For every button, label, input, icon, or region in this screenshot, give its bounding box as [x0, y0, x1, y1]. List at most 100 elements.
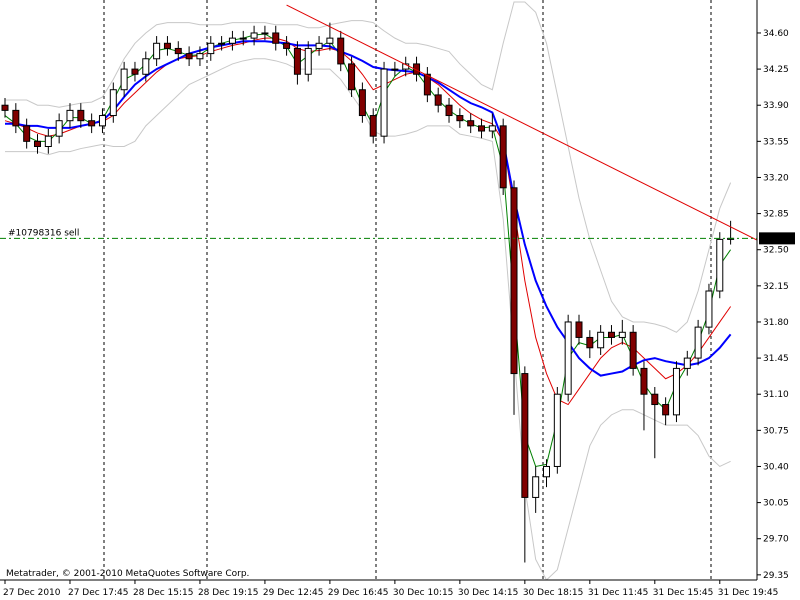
candle-body: [672, 367, 680, 416]
order-label: #10798316 sell: [8, 228, 79, 238]
x-tick-label: 28 Dec 19:15: [198, 588, 259, 598]
x-tick-label: 29 Dec 16:45: [328, 588, 389, 598]
candle-body: [23, 125, 31, 142]
candle-body: [694, 326, 702, 359]
y-tick-label: 33.90: [763, 101, 789, 111]
candle-body: [44, 135, 52, 148]
candle-body: [131, 68, 139, 75]
y-tick-label: 32.50: [763, 246, 789, 256]
candle-body: [142, 58, 150, 75]
candle-body: [445, 104, 453, 117]
x-tick-label: 30 Dec 14:15: [458, 588, 519, 598]
candle-body: [272, 32, 280, 44]
x-tick-label: 31 Dec 15:45: [653, 588, 714, 598]
footer: Metatrader, © 2001-2010 MetaQuotes Softw…: [6, 569, 249, 579]
candle-body: [391, 68, 399, 71]
candle-body: [423, 73, 431, 96]
x-tick-label: 30 Dec 18:15: [523, 588, 584, 598]
candle-body: [120, 68, 128, 91]
y-tick-label: 29.35: [763, 571, 789, 581]
y-tick-label: 30.40: [763, 462, 789, 472]
candle-body: [153, 42, 161, 60]
candle-body: [185, 53, 193, 60]
candle-body: [33, 140, 41, 147]
y-tick-label: 34.60: [763, 29, 789, 39]
candle-body: [228, 37, 236, 44]
indicator-line: [5, 1, 732, 333]
candle-body: [12, 109, 20, 127]
candle-body: [488, 125, 496, 132]
candle-body: [413, 63, 421, 75]
y-tick-label: 32.85: [763, 210, 789, 220]
candle-body: [575, 321, 583, 338]
candle-body: [434, 94, 442, 106]
candle-body: [618, 331, 626, 338]
candle-body: [348, 63, 356, 91]
y-tick-label: 29.70: [763, 535, 789, 545]
candle-body: [662, 404, 670, 416]
candle-body: [358, 89, 366, 117]
candle-body: [456, 115, 464, 122]
candle-body: [88, 120, 96, 127]
candle-body: [66, 109, 74, 122]
candle-body: [705, 290, 713, 328]
indicator-line: [5, 58, 731, 580]
candle-body: [174, 47, 182, 55]
candle-body: [77, 109, 85, 122]
candle-body: [683, 357, 691, 369]
candle-body: [478, 125, 486, 132]
candle-body: [369, 115, 377, 137]
candle-body: [564, 321, 572, 395]
candle-body: [553, 393, 561, 467]
candle-body: [250, 32, 258, 39]
y-tick-label: 33.55: [763, 137, 789, 147]
y-tick-label: 30.75: [763, 426, 789, 436]
candle-body: [597, 331, 605, 349]
x-tick-label: 31 Dec 19:45: [718, 588, 779, 598]
plot-area: [1, 1, 757, 580]
candle-body: [207, 42, 215, 55]
candle-body: [521, 373, 529, 498]
candle-body: [532, 476, 540, 498]
trendline: [286, 4, 757, 241]
y-tick-label: 31.10: [763, 390, 789, 400]
price-tag-label: 32.61: [762, 234, 790, 244]
price-tag: [759, 232, 795, 245]
candle-body: [510, 187, 518, 375]
candle-body: [1, 104, 9, 111]
candle-body: [499, 125, 507, 189]
x-tick-label: 27 Dec 17:45: [68, 588, 129, 598]
candle-body: [586, 336, 594, 349]
y-tick-label: 31.80: [763, 318, 789, 328]
candle-body: [315, 42, 323, 49]
candle-body: [261, 32, 269, 35]
candle-body: [283, 42, 291, 49]
candle-body: [218, 42, 226, 45]
candle-body: [326, 37, 334, 44]
candle-body: [337, 37, 345, 65]
candle-body: [640, 367, 648, 395]
candle-body: [607, 331, 615, 338]
y-tick-label: 34.25: [763, 65, 789, 75]
x-tick-label: 31 Dec 11:45: [588, 588, 649, 598]
indicator-line: [5, 40, 732, 377]
candle-body: [196, 53, 204, 60]
candle-body: [304, 47, 312, 75]
x-tick-label: 30 Dec 10:15: [393, 588, 454, 598]
candle-body: [163, 42, 171, 49]
candle-body: [239, 37, 247, 40]
candle-body: [293, 47, 301, 75]
y-tick-label: 30.05: [763, 499, 789, 509]
x-tick-label: 27 Dec 2010: [3, 588, 61, 598]
candle-body: [716, 238, 724, 292]
candle-body: [380, 68, 388, 137]
candle-body: [651, 393, 659, 406]
x-tick-label: 29 Dec 12:45: [263, 588, 324, 598]
candle-body: [543, 465, 550, 478]
indicator-line: [4, 37, 732, 406]
y-tick-label: 33.20: [763, 173, 789, 183]
candle-body: [109, 89, 117, 117]
